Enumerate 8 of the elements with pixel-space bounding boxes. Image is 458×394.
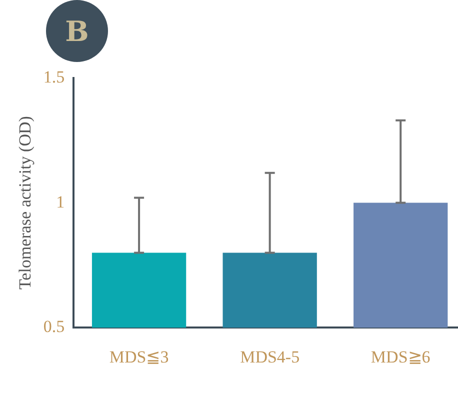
text: B — [65, 14, 89, 48]
x-tick-label: MDS≧6 — [370, 347, 430, 366]
x-tick-label: MDS≦3 — [109, 347, 169, 366]
y-tick-label: 1.5 — [43, 67, 65, 86]
x-tick-label: MDS4-5 — [240, 347, 300, 366]
y-tick-label: 0.5 — [43, 317, 65, 336]
y-tick-label: 1 — [56, 192, 65, 212]
y-axis-title: Telomerase activity (OD) — [16, 116, 35, 290]
